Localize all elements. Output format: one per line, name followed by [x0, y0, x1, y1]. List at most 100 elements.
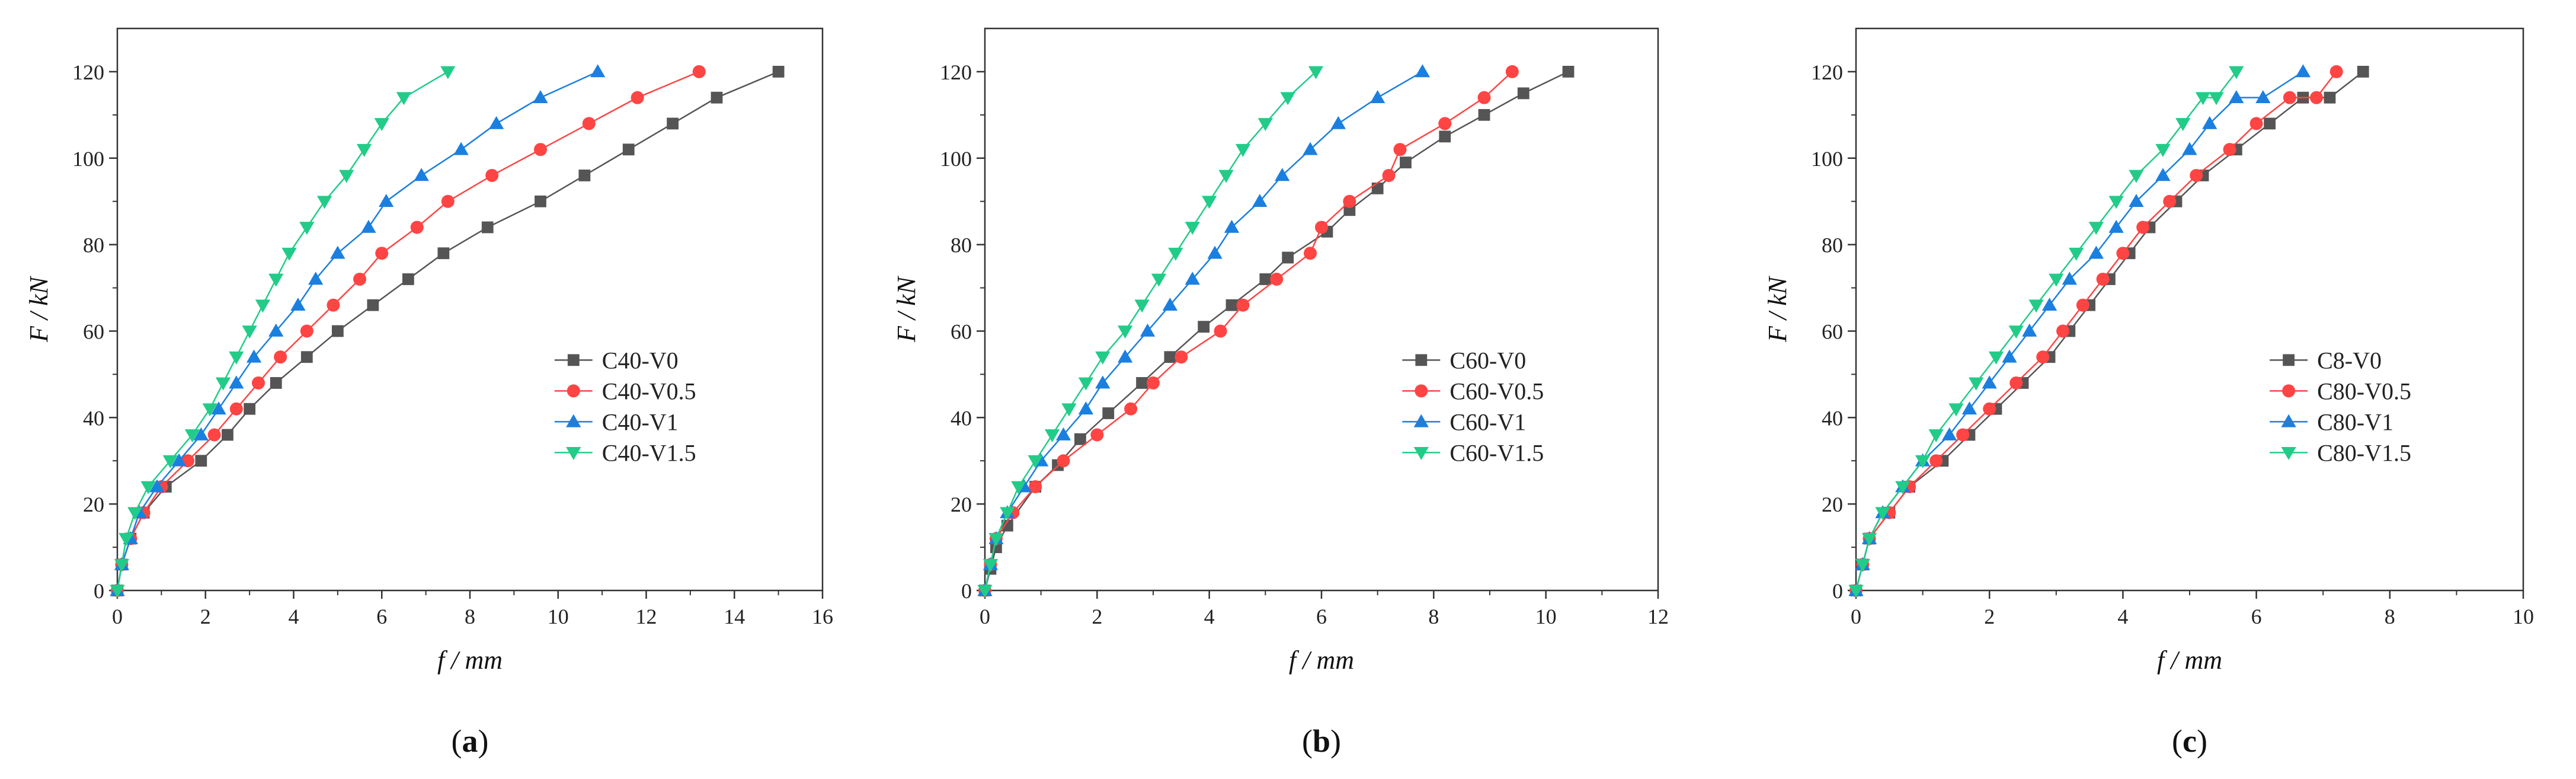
- y-axis-label-var: F: [24, 325, 53, 343]
- data-point: [1861, 533, 1877, 547]
- x-tick-label: 8: [1428, 605, 1439, 628]
- data-point: [1969, 377, 1984, 391]
- data-point: [1057, 454, 1070, 468]
- data-point: [1102, 407, 1115, 419]
- data-point: [2076, 298, 2089, 312]
- data-point: [1151, 273, 1167, 287]
- series-C40-V1.5: [110, 66, 456, 598]
- data-point: [437, 247, 450, 260]
- data-point: [1095, 351, 1111, 365]
- y-axis-label: F / kN: [892, 275, 921, 343]
- data-point: [2309, 91, 2323, 104]
- x-axis-label-unit: mm: [465, 646, 503, 675]
- legend-swatch-marker: [1413, 446, 1429, 460]
- y-tick-label: 40: [1822, 406, 1843, 430]
- x-tick-label: 6: [1316, 605, 1327, 628]
- data-point: [533, 90, 548, 104]
- data-point: [375, 247, 389, 260]
- data-point: [1848, 585, 1864, 598]
- data-point: [195, 455, 207, 467]
- data-point: [2229, 66, 2244, 79]
- data-point: [229, 351, 244, 365]
- data-point: [1562, 66, 1575, 78]
- x-tick-label: 2: [1092, 605, 1102, 628]
- data-point: [1164, 351, 1176, 363]
- data-point: [1202, 196, 1217, 209]
- x-tick-label: 8: [465, 605, 475, 628]
- data-point: [1207, 245, 1223, 259]
- data-point: [2116, 247, 2130, 260]
- caption-close: ): [478, 723, 489, 759]
- data-point: [1382, 168, 1396, 182]
- x-tick-label: 6: [376, 605, 387, 628]
- data-point: [2049, 273, 2064, 287]
- x-axis-label: f / mm: [437, 646, 503, 675]
- data-point: [1275, 168, 1290, 181]
- data-point: [211, 401, 226, 415]
- chart-panel-a: 0 2 4 6 8 10 12 14 16 0 20 40 60 80 100 120 f / mm F / kN…: [24, 27, 833, 759]
- data-point: [2096, 272, 2110, 286]
- caption-open: (: [452, 723, 462, 759]
- legend-entry: C40-V0.5: [602, 378, 696, 404]
- data-point: [316, 196, 332, 209]
- data-point: [361, 219, 376, 233]
- data-point: [1236, 298, 1250, 312]
- data-point: [1393, 143, 1407, 157]
- legend-entry: C40-V1: [602, 408, 679, 435]
- series-C80-V0.5: [1849, 65, 2343, 597]
- data-point: [1118, 325, 1133, 339]
- data-point: [2255, 90, 2271, 104]
- legend-entry: C80-V0.5: [2317, 378, 2411, 404]
- legend-entry: C40-V0: [602, 347, 679, 373]
- y-tick-label: 120: [940, 60, 972, 84]
- data-point: [2022, 323, 2037, 337]
- data-point: [1371, 182, 1384, 194]
- y-tick-label: 100: [940, 147, 972, 171]
- data-point: [2329, 65, 2343, 78]
- data-point: [414, 168, 429, 181]
- data-point: [193, 427, 209, 440]
- data-point: [2202, 116, 2217, 129]
- data-point: [299, 222, 315, 235]
- data-point: [1185, 222, 1200, 235]
- legend-entry: C40-V1.5: [602, 439, 696, 466]
- series-line: [116, 71, 700, 591]
- data-point: [590, 64, 606, 78]
- panel-caption: (b): [1302, 723, 1341, 759]
- data-point: [2041, 298, 2057, 311]
- legend: C60-V0 C60-V0.5 C60-V1 C60-V1.5: [1402, 347, 1544, 466]
- plot-frame: [984, 27, 1659, 592]
- data-point: [1477, 91, 1491, 104]
- data-point: [1078, 401, 1094, 415]
- legend-entry: C60-V1: [1449, 408, 1526, 435]
- data-point: [290, 298, 306, 311]
- data-point: [2163, 194, 2177, 208]
- legend-swatch-marker: [1415, 384, 1428, 398]
- data-point: [535, 195, 546, 207]
- data-point: [1124, 402, 1138, 416]
- legend-swatch-marker: [1413, 414, 1429, 427]
- caption-close: ): [1330, 723, 1341, 759]
- data-point: [207, 428, 221, 442]
- x-axis-label: f / mm: [1289, 646, 1354, 675]
- data-point: [255, 299, 271, 313]
- series-line: [984, 71, 1569, 591]
- caption-letter: c: [2183, 723, 2197, 759]
- x-tick-label: 0: [1851, 605, 1861, 628]
- y-axis-label: F / kN: [24, 275, 53, 343]
- y-axis-label-unit: kN: [892, 275, 921, 306]
- data-point: [270, 377, 282, 389]
- data-point: [1304, 247, 1317, 260]
- data-point: [246, 349, 262, 363]
- y-tick-label: 20: [1822, 493, 1843, 516]
- data-point: [402, 273, 414, 285]
- data-point: [667, 117, 679, 130]
- series-C40-V0.5: [111, 65, 706, 597]
- data-point: [2028, 299, 2044, 313]
- data-point: [2008, 325, 2024, 339]
- data-point: [215, 377, 231, 391]
- data-point: [1855, 558, 1870, 572]
- x-tick-label: 10: [548, 605, 569, 628]
